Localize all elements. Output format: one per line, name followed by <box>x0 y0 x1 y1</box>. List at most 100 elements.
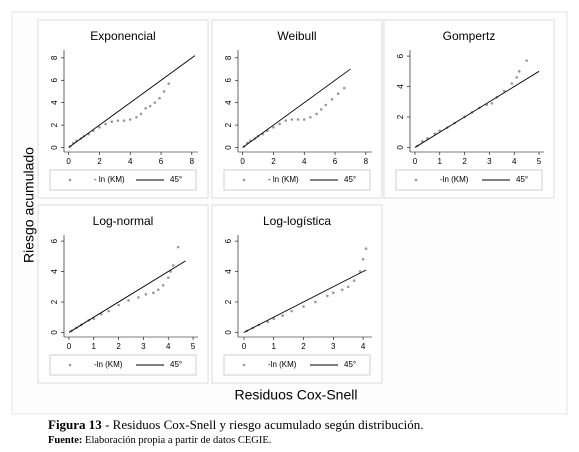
point <box>361 258 365 261</box>
y-tick-label: 0 <box>50 330 59 335</box>
legend-marker <box>414 178 418 182</box>
y-tick-label: 2 <box>50 299 59 304</box>
legend-marker <box>242 363 246 367</box>
point <box>144 106 147 110</box>
legend-label: - ln (KM) <box>268 175 299 184</box>
point <box>340 288 344 292</box>
point <box>135 115 138 119</box>
panel-title: Weibull <box>277 29 316 43</box>
legend-label: -ln (KM) <box>94 360 123 369</box>
y-tick-label: 0 <box>396 145 405 150</box>
point <box>314 300 317 304</box>
point <box>326 294 329 298</box>
point <box>272 126 275 129</box>
point <box>266 320 270 324</box>
panel <box>383 19 555 199</box>
panel-title: Log-normal <box>93 214 154 228</box>
x-tick-label: 0 <box>240 157 245 166</box>
point <box>162 90 166 93</box>
point <box>116 119 120 122</box>
point <box>98 126 101 129</box>
point <box>296 118 300 121</box>
point <box>284 119 288 122</box>
point <box>336 92 340 96</box>
panel-title: Log-logística <box>263 214 331 228</box>
point <box>171 264 175 267</box>
panel <box>211 19 383 199</box>
point <box>156 288 160 292</box>
x-tick-label: 4 <box>128 157 133 166</box>
point <box>127 299 130 302</box>
point <box>110 120 114 124</box>
y-tick-label: 4 <box>224 100 233 105</box>
y-tick-label: 0 <box>50 145 59 150</box>
point <box>290 309 293 313</box>
point <box>281 314 284 317</box>
point <box>144 293 148 296</box>
point <box>166 276 170 279</box>
legend-label: - ln (KM) <box>94 175 125 184</box>
point <box>107 309 110 313</box>
legend-label: 45° <box>516 175 528 184</box>
caption-text: - Residuos Cox-Snell y riesgo acumulado … <box>102 417 424 432</box>
point <box>104 122 107 126</box>
x-tick-label: 6 <box>159 157 164 166</box>
legend-frame <box>223 354 371 376</box>
y-tick-label: 0 <box>224 330 233 335</box>
point <box>358 270 362 273</box>
x-tick-label: 5 <box>191 342 196 351</box>
point <box>161 283 165 287</box>
y-tick-label: 6 <box>224 238 233 243</box>
point <box>302 305 305 308</box>
x-tick-label: 0 <box>67 342 72 351</box>
point <box>525 59 528 62</box>
point <box>117 303 120 307</box>
panel-title: Exponencial <box>90 29 155 43</box>
y-tick-label: 4 <box>50 269 59 274</box>
point <box>330 98 334 101</box>
y-tick-label: 2 <box>224 299 233 304</box>
point <box>153 101 157 104</box>
y-tick-label: 2 <box>396 114 405 119</box>
panel <box>211 204 383 384</box>
point <box>272 317 276 321</box>
x-tick-label: 8 <box>190 157 195 166</box>
point <box>290 118 294 121</box>
y-tick-label: 4 <box>224 269 233 274</box>
legend-label: 45° <box>344 360 356 369</box>
y-tick-label: 6 <box>50 77 59 82</box>
y-tick-label: 6 <box>50 238 59 243</box>
legend-frame <box>49 354 197 376</box>
legend-label: -ln (KM) <box>440 175 469 184</box>
x-tick-label: 1 <box>92 342 97 351</box>
y-tick-label: 6 <box>396 53 405 58</box>
legend-marker <box>68 178 72 182</box>
point <box>128 118 132 121</box>
x-tick-label: 3 <box>141 342 146 351</box>
point <box>490 101 494 105</box>
reference-line <box>68 55 196 148</box>
y-tick-label: 2 <box>224 122 233 127</box>
point <box>309 115 312 119</box>
point <box>302 118 306 121</box>
x-tick-label: 3 <box>487 157 492 166</box>
point <box>515 76 519 79</box>
x-tick-label: 4 <box>512 157 517 166</box>
legend-label: 45° <box>344 175 356 184</box>
x-tick-label: 8 <box>364 157 369 166</box>
legend-label: 45° <box>170 360 182 369</box>
y-tick-label: 8 <box>224 55 233 60</box>
reference-line <box>243 269 367 333</box>
x-tick-label: 2 <box>116 342 121 351</box>
legend-frame <box>395 169 543 191</box>
point <box>148 104 152 108</box>
panel-title: Gompertz <box>443 29 496 43</box>
point <box>331 291 335 295</box>
point <box>122 119 126 122</box>
legend-label: -ln (KM) <box>268 360 297 369</box>
legend-label: 45° <box>170 175 182 184</box>
legend-frame <box>223 169 371 191</box>
x-tick-label: 2 <box>301 342 306 351</box>
point <box>346 285 350 289</box>
x-tick-label: 0 <box>413 157 418 166</box>
